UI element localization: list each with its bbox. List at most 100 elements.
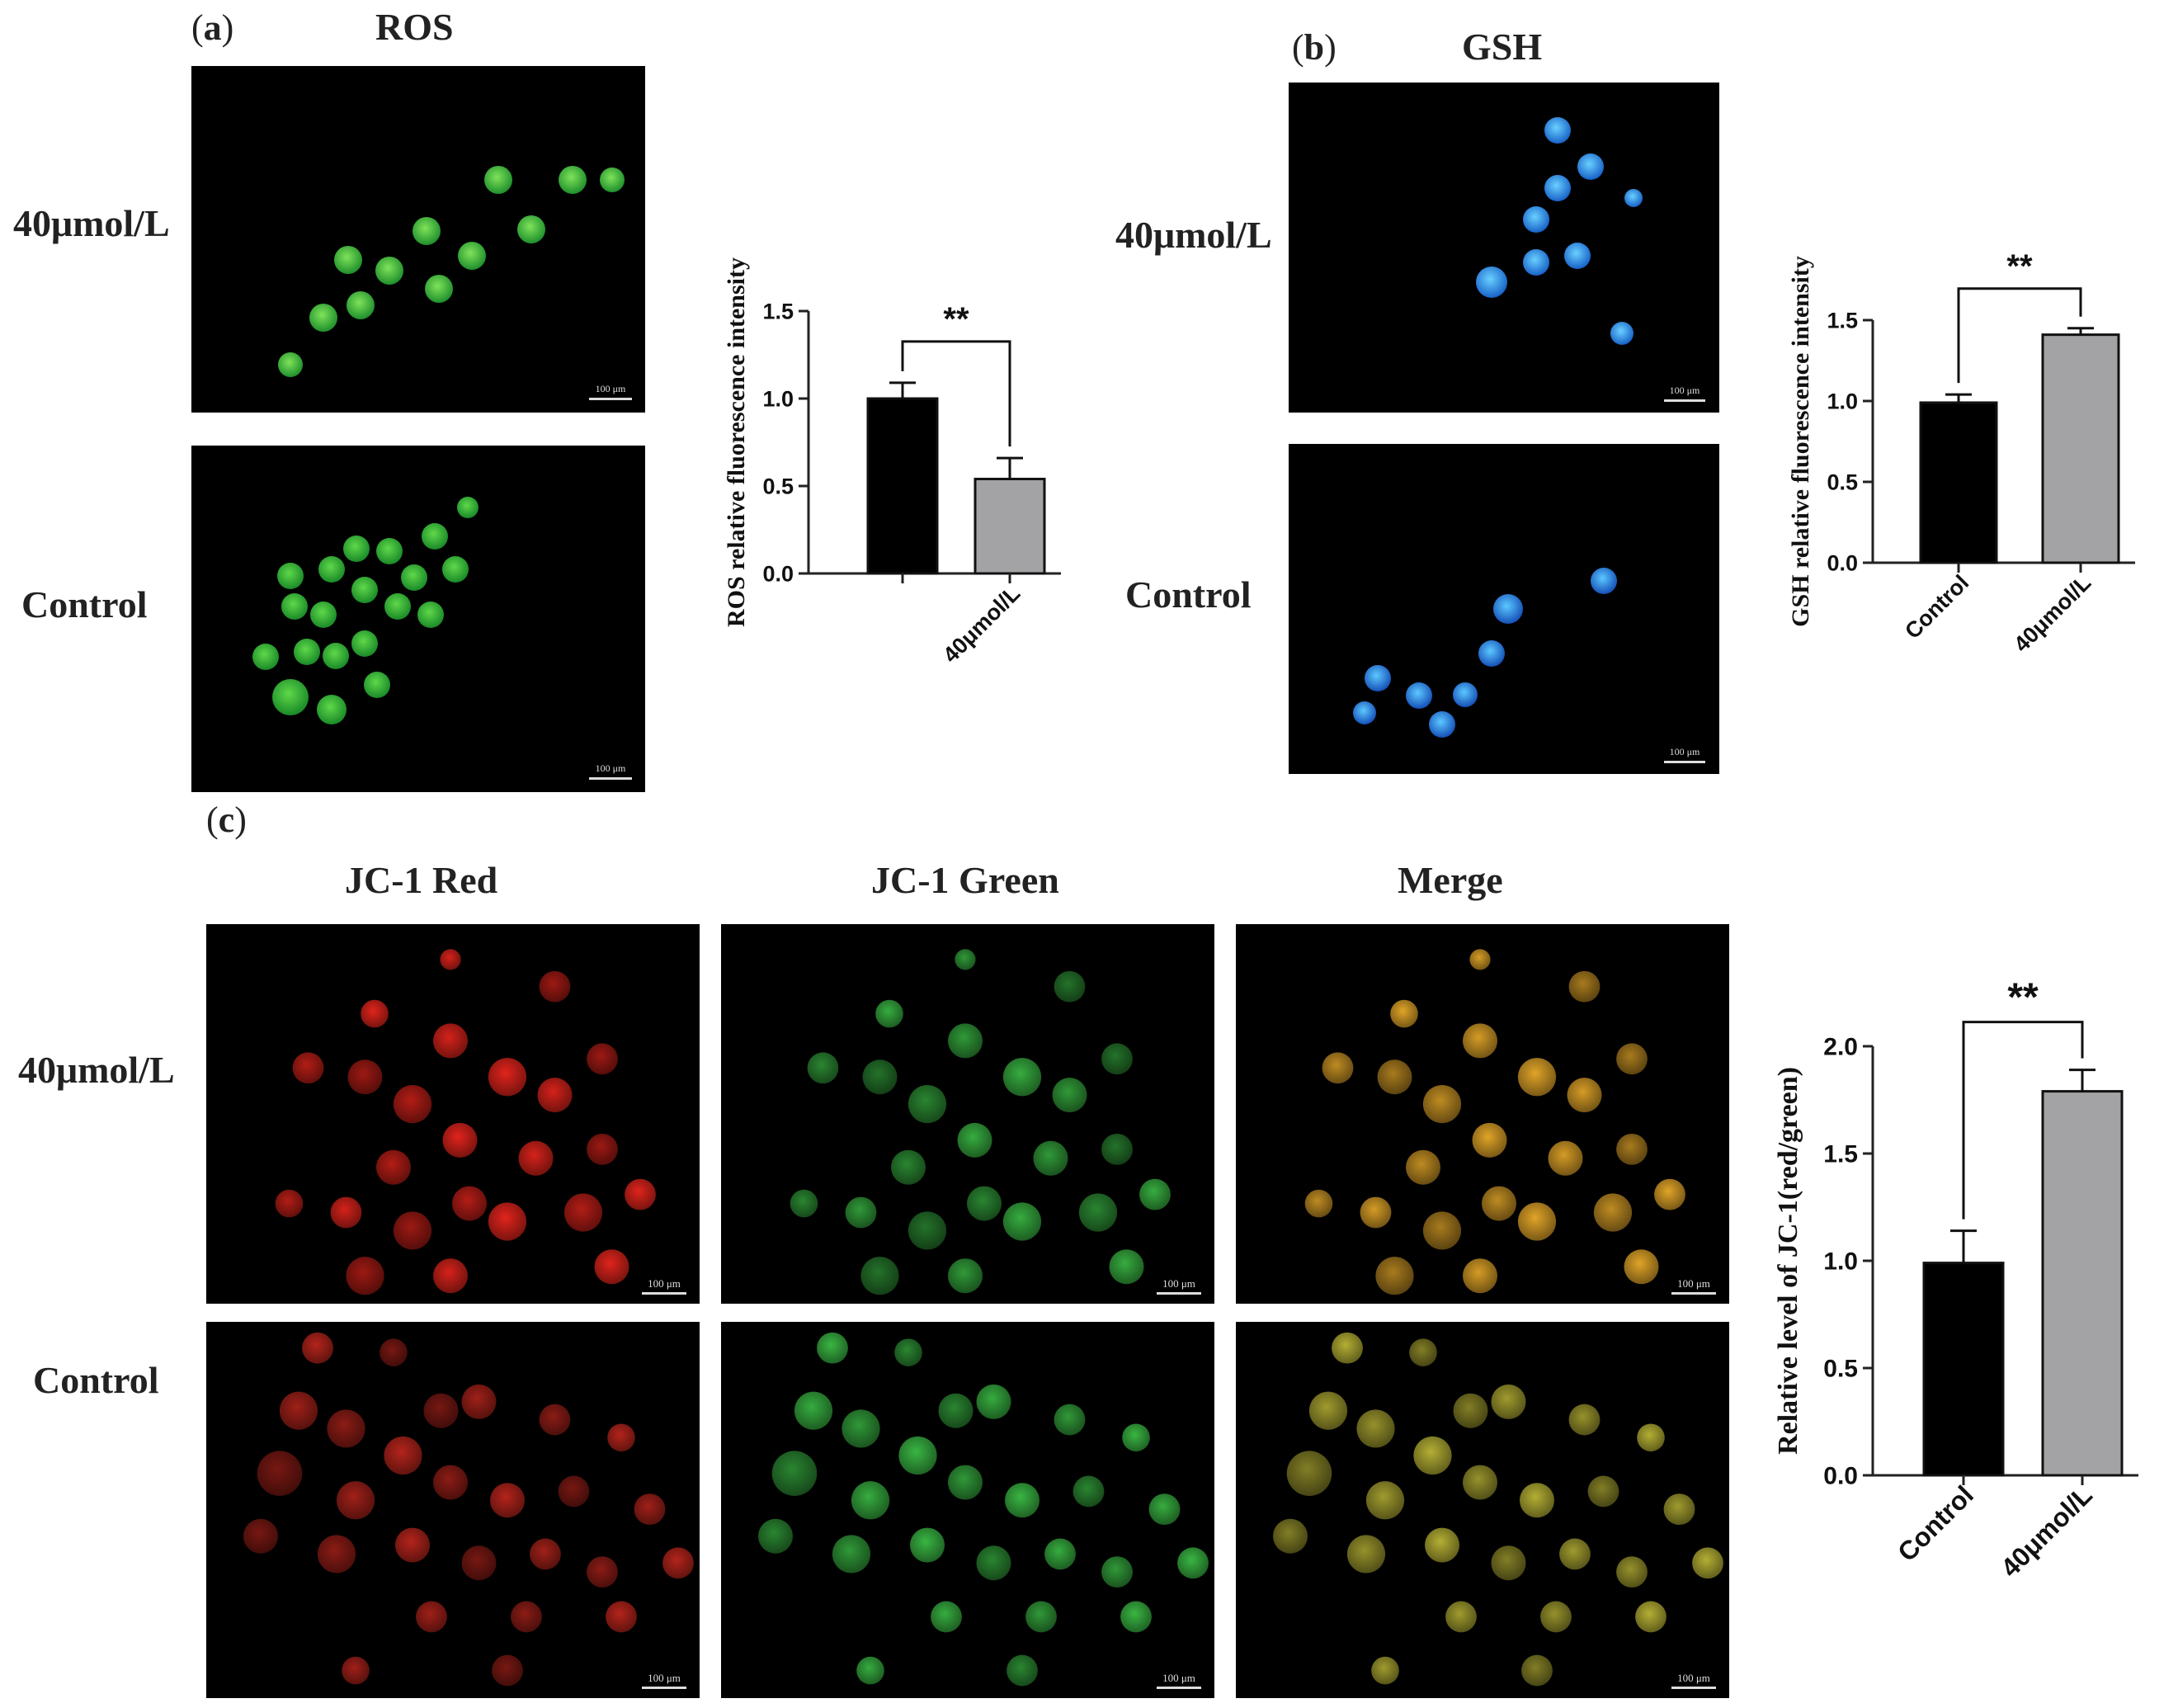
cell bbox=[832, 1535, 871, 1574]
cell bbox=[587, 1556, 618, 1588]
jc1-green-image-control: 100 μm bbox=[721, 1322, 1214, 1698]
cell bbox=[347, 1059, 383, 1095]
cell bbox=[376, 1149, 411, 1185]
cell bbox=[1637, 1423, 1665, 1452]
cell bbox=[931, 1601, 962, 1633]
cell bbox=[1616, 1043, 1648, 1075]
cell bbox=[607, 1423, 635, 1452]
cell bbox=[452, 1186, 487, 1221]
cell bbox=[1308, 1391, 1348, 1430]
cell bbox=[1422, 1211, 1462, 1250]
cell bbox=[1521, 1654, 1553, 1687]
significance-label: ** bbox=[2006, 248, 2033, 285]
ros-bar-chart: 0.0 0.5 1.0 1.5 ROS relative fluorescence in… bbox=[723, 257, 1061, 668]
y-tick-label: 1.0 bbox=[1823, 1248, 1858, 1276]
cell bbox=[1322, 1052, 1354, 1084]
x-category-label: 40μmol/L bbox=[2009, 570, 2096, 657]
cell bbox=[537, 1078, 573, 1113]
cell bbox=[558, 1475, 590, 1507]
cell bbox=[1559, 1538, 1591, 1570]
cell bbox=[1273, 1518, 1308, 1554]
cell bbox=[488, 1202, 527, 1241]
gsh-row-label-control: Control bbox=[1125, 573, 1252, 616]
scale-bar-label: 100 μm bbox=[1677, 1672, 1710, 1684]
ros-row-label-control: Control bbox=[21, 583, 148, 625]
ros-image-treated-scale bbox=[589, 398, 632, 400]
scale-bar-label: 100 μm bbox=[1162, 1672, 1195, 1684]
cell bbox=[862, 1059, 898, 1095]
cell bbox=[1445, 1601, 1477, 1633]
cell bbox=[393, 1211, 432, 1250]
cell bbox=[1463, 1023, 1497, 1059]
cell bbox=[938, 1393, 974, 1428]
cell bbox=[1520, 1483, 1554, 1518]
cell bbox=[395, 1527, 430, 1563]
cell bbox=[910, 1527, 945, 1563]
cell bbox=[1005, 1483, 1040, 1518]
cell bbox=[1006, 1654, 1038, 1687]
cell bbox=[976, 1384, 1011, 1419]
cell bbox=[662, 1547, 694, 1579]
cell bbox=[1120, 1601, 1152, 1633]
cell bbox=[279, 1391, 318, 1430]
significance-label: ** bbox=[2007, 976, 2039, 1020]
y-axis-label: GSH relative fluorescence intensity bbox=[1787, 256, 1814, 627]
cell bbox=[891, 1149, 926, 1185]
y-tick-label: 1.0 bbox=[762, 386, 794, 411]
cell bbox=[842, 1409, 880, 1448]
svg-text:100 μm: 100 μm bbox=[1670, 746, 1700, 757]
cell bbox=[1482, 1186, 1516, 1221]
significance-label: ** bbox=[943, 301, 969, 337]
x-category-label: Control bbox=[1892, 1479, 1979, 1567]
cell bbox=[1122, 1423, 1150, 1452]
cell bbox=[461, 1545, 497, 1581]
cell bbox=[1413, 1436, 1452, 1475]
cell bbox=[817, 1332, 848, 1364]
cell bbox=[433, 1023, 468, 1059]
svg-text:100 μm: 100 μm bbox=[1670, 385, 1700, 396]
cell bbox=[625, 1178, 656, 1210]
cell bbox=[330, 1196, 362, 1229]
cell bbox=[433, 1258, 468, 1294]
cell bbox=[1587, 1475, 1619, 1507]
panel-letter-a: (a) bbox=[191, 7, 234, 48]
y-tick-label: 1.5 bbox=[1823, 1141, 1858, 1168]
y-tick-label: 1.5 bbox=[762, 299, 794, 323]
cell bbox=[442, 1122, 478, 1158]
cell bbox=[1054, 1404, 1086, 1436]
x-category-label: Control bbox=[1900, 570, 1973, 644]
cell bbox=[587, 1043, 618, 1075]
merge-image-control: 100 μm bbox=[1236, 1322, 1729, 1698]
cell bbox=[875, 999, 903, 1028]
cell bbox=[771, 1451, 818, 1497]
cell bbox=[1377, 1059, 1412, 1095]
cell bbox=[243, 1518, 278, 1554]
cell bbox=[384, 1436, 422, 1475]
cell bbox=[894, 1338, 922, 1366]
cell bbox=[807, 1052, 839, 1084]
cell bbox=[530, 1538, 561, 1570]
cell bbox=[1101, 1556, 1133, 1588]
ros-image-control: 100 μm bbox=[191, 446, 645, 792]
cell bbox=[1491, 1545, 1526, 1581]
cell bbox=[361, 999, 389, 1028]
cell bbox=[563, 1193, 603, 1232]
bar bbox=[2041, 333, 2120, 564]
cell bbox=[1390, 999, 1418, 1028]
cell bbox=[539, 970, 571, 1003]
scale-bar-label: 100 μm bbox=[648, 1672, 681, 1684]
cell bbox=[948, 1258, 983, 1294]
cell bbox=[1406, 1149, 1440, 1185]
jc1-red-title: JC-1 Red bbox=[345, 859, 498, 901]
cell bbox=[860, 1257, 899, 1295]
cell bbox=[518, 1140, 554, 1176]
cell bbox=[336, 1481, 375, 1520]
cell bbox=[257, 1451, 303, 1497]
cell bbox=[606, 1601, 637, 1633]
merge-image-treated: 100 μm bbox=[1236, 924, 1729, 1304]
cell bbox=[1425, 1527, 1459, 1563]
cell bbox=[327, 1409, 365, 1448]
cell bbox=[1453, 1393, 1488, 1428]
y-tick-label: 0.0 bbox=[1827, 550, 1858, 575]
y-tick-label: 0.5 bbox=[762, 474, 794, 498]
